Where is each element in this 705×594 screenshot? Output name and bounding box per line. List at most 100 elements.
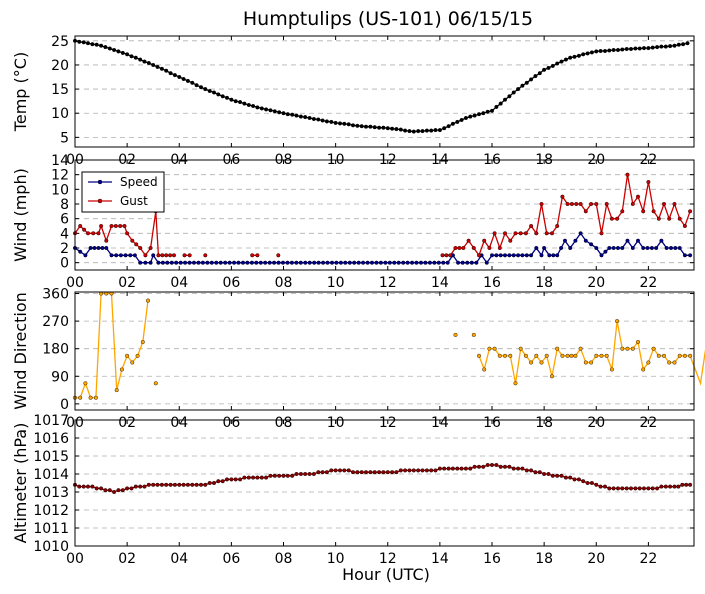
wind-data-point	[513, 231, 518, 236]
temp-ytick-label: 5	[60, 130, 69, 146]
direction-data-point	[662, 353, 667, 358]
temp-ytick-label: 10	[51, 106, 69, 122]
direction-data-point	[453, 332, 458, 337]
temp-data-point	[246, 102, 251, 107]
direction-data-point	[688, 353, 693, 358]
altimeter-data-point	[142, 484, 147, 489]
wind-data-point	[529, 253, 534, 258]
x-tick-label: 20	[587, 551, 605, 567]
temp-data-point	[650, 45, 655, 50]
temp-data-point	[533, 74, 538, 79]
wind-data-point	[524, 253, 529, 258]
wind-data-point	[649, 245, 654, 250]
wind-data-point	[599, 253, 604, 258]
altimeter-data-point	[203, 482, 208, 487]
wind-data-point	[203, 253, 208, 258]
wind-data-point	[232, 260, 237, 265]
wind-data-point	[118, 223, 123, 228]
wind-data-point	[436, 260, 441, 265]
altimeter-data-point	[550, 473, 555, 478]
temp-data-point	[133, 55, 138, 60]
wind-data-point	[160, 253, 165, 258]
altimeter-data-point	[277, 473, 282, 478]
direction-data-point	[114, 388, 119, 393]
wind-data-point	[138, 260, 143, 265]
wind-data-point	[534, 231, 539, 236]
altimeter-ytick-label: 1010	[33, 539, 69, 555]
altimeter-data-point	[629, 486, 634, 491]
wind-data-point	[374, 260, 379, 265]
direction-data-point	[482, 367, 487, 372]
temp-data-point	[568, 55, 573, 60]
wind-data-point	[547, 253, 552, 258]
wind-ytick-label: 8	[60, 197, 69, 213]
wind-data-point	[91, 231, 96, 236]
temp-data-point	[333, 120, 338, 125]
altimeter-data-point	[99, 486, 104, 491]
temp-data-point	[494, 104, 499, 109]
temp-data-point	[146, 61, 151, 66]
temp-data-point	[563, 57, 568, 62]
temp-data-point	[233, 99, 238, 104]
altimeter-data-point	[403, 468, 408, 473]
temp-data-point	[338, 121, 343, 126]
direction-data-point	[503, 353, 508, 358]
temp-data-point	[151, 63, 156, 68]
temp-data-point	[198, 85, 203, 90]
altimeter-data-point	[503, 464, 508, 469]
wind-data-point	[578, 231, 583, 236]
altimeter-data-point	[329, 468, 334, 473]
altimeter-data-point	[168, 482, 173, 487]
altimeter-data-point	[207, 481, 212, 486]
wind-data-point	[573, 238, 578, 243]
direction-data-point	[569, 353, 574, 358]
wind-data-point	[569, 201, 574, 206]
wind-data-point	[482, 238, 487, 243]
wind-data-point	[646, 179, 651, 184]
direction-data-point	[555, 346, 560, 351]
altimeter-data-point	[537, 470, 542, 475]
wind-data-point	[83, 253, 88, 258]
altimeter-data-point	[650, 486, 655, 491]
temp-data-point	[211, 90, 216, 95]
temp-data-point	[224, 95, 229, 100]
temp-ytick-label: 20	[51, 58, 69, 74]
wind-data-point	[550, 231, 555, 236]
wind-data-point	[419, 260, 424, 265]
wind-data-point	[444, 253, 449, 258]
altimeter-ytick-label: 1013	[33, 485, 69, 501]
altimeter-data-point	[607, 486, 612, 491]
temp-data-point	[272, 109, 277, 114]
wind-data-point	[677, 245, 682, 250]
altimeter-data-point	[94, 486, 99, 491]
altimeter-data-point	[281, 473, 286, 478]
direction-data-point	[508, 353, 513, 358]
temp-data-point	[477, 112, 482, 117]
temp-data-point	[385, 126, 390, 131]
direction-data-point	[656, 353, 661, 358]
temp-data-point	[633, 46, 638, 51]
direction-data-point	[529, 360, 534, 365]
x-tick-label: 22	[639, 275, 657, 291]
altimeter-data-point	[672, 484, 677, 489]
altimeter-data-point	[324, 470, 329, 475]
temp-data-point	[368, 124, 373, 129]
altimeter-data-point	[633, 486, 638, 491]
temp-data-point	[581, 52, 586, 57]
wind-data-point	[453, 245, 458, 250]
wind-data-point	[604, 201, 609, 206]
wind-ytick-label: 12	[51, 168, 69, 184]
direction-data-point	[646, 360, 651, 365]
temp-data-point	[668, 44, 673, 49]
wind-data-point	[503, 253, 508, 258]
temp-data-point	[589, 50, 594, 55]
altimeter-data-point	[346, 468, 351, 473]
temp-data-point	[416, 129, 421, 134]
x-tick-label: 08	[275, 275, 293, 291]
wind-data-point	[178, 260, 183, 265]
temp-data-point	[442, 126, 447, 131]
altimeter-data-point	[355, 470, 360, 475]
wind-data-point	[289, 260, 294, 265]
direction-series-line	[478, 320, 705, 386]
wind-data-point	[490, 253, 495, 258]
